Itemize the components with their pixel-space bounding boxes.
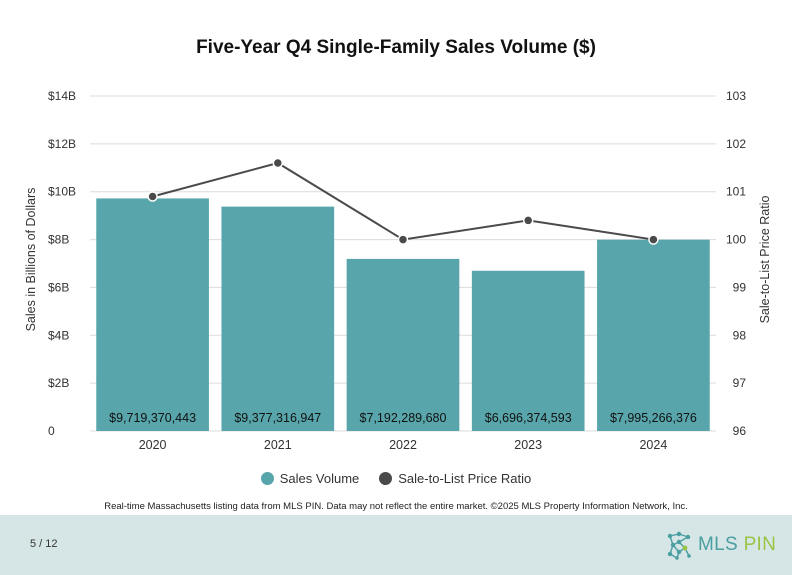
y2-tick-label: 100 bbox=[726, 233, 746, 247]
legend: Sales Volume Sale-to-List Price Ratio bbox=[0, 471, 792, 486]
ratio-point-2023[interactable] bbox=[522, 215, 534, 226]
y-tick-label: $10B bbox=[48, 185, 76, 199]
y-tick-label: $4B bbox=[48, 328, 69, 342]
y2-tick-label: 96 bbox=[733, 424, 747, 438]
bar-value-label: $9,377,316,947 bbox=[234, 411, 321, 425]
legend-label-sales-volume: Sales Volume bbox=[279, 471, 360, 486]
bar-2020[interactable] bbox=[96, 198, 209, 431]
ratio-point-2021[interactable] bbox=[272, 157, 284, 169]
y2-tick-label: 103 bbox=[726, 89, 746, 103]
footer-bar: 5 / 12 MLS PIN bbox=[0, 515, 792, 575]
axes: 0 $2B $4B $6B $8B $10B $12B $14B 96 97 98 99 100 101 1… bbox=[24, 89, 772, 452]
chart-title: Five-Year Q4 Single-Family Sales Volume … bbox=[196, 37, 596, 58]
legend-swatch-sales-volume bbox=[260, 472, 274, 485]
y2-tick-label: 98 bbox=[733, 328, 747, 342]
legend-swatch-ratio bbox=[379, 472, 393, 485]
logo-text-mls: MLS bbox=[698, 534, 738, 555]
y2-tick-label: 102 bbox=[726, 137, 746, 151]
ratio-line bbox=[147, 157, 659, 245]
ratio-point-2020[interactable] bbox=[147, 191, 158, 202]
y-tick-label: $6B bbox=[48, 280, 69, 294]
page-number: 5 / 12 bbox=[30, 538, 58, 550]
network-logo-icon bbox=[667, 531, 691, 560]
y2-tick-label: 99 bbox=[733, 280, 747, 294]
x-tick-label: 2021 bbox=[264, 438, 292, 452]
bar-value-label: $7,192,289,680 bbox=[360, 411, 447, 425]
y2-tick-label: 101 bbox=[726, 185, 746, 199]
y-tick-label: $8B bbox=[48, 233, 69, 247]
bar-value-label: $7,995,266,376 bbox=[610, 411, 697, 425]
footnote: Real-time Massachusetts listing data fro… bbox=[104, 501, 688, 512]
bar-2023[interactable] bbox=[471, 270, 585, 431]
x-tick-label: 2023 bbox=[514, 438, 542, 452]
y-tick-label: $12B bbox=[48, 137, 76, 151]
bar-value-label: $6,696,374,593 bbox=[485, 411, 572, 425]
y2-tick-label: 97 bbox=[733, 376, 747, 390]
ratio-point-2024[interactable] bbox=[648, 234, 659, 245]
x-tick-label: 2022 bbox=[389, 438, 417, 452]
y-tick-label: 0 bbox=[48, 424, 55, 438]
x-tick-label: 2020 bbox=[139, 438, 167, 452]
bar-value-label: $9,719,370,443 bbox=[109, 411, 196, 425]
y2-axis-label: Sale-to-List Price Ratio bbox=[758, 196, 772, 324]
y-tick-label: $2B bbox=[48, 376, 69, 390]
legend-label-ratio: Sale-to-List Price Ratio bbox=[398, 471, 532, 486]
logo-text: MLS PIN bbox=[698, 534, 776, 556]
bar-2022[interactable] bbox=[346, 258, 460, 431]
legend-item-sales-volume[interactable]: Sales Volume bbox=[260, 471, 360, 486]
data-labels: $9,719,370,443 $9,377,316,947 $7,192,289,6… bbox=[109, 411, 697, 425]
bar-2024[interactable] bbox=[597, 239, 710, 431]
y-axis-label: Sales in Billions of Dollars bbox=[24, 188, 38, 332]
legend-item-ratio[interactable]: Sale-to-List Price Ratio bbox=[379, 471, 531, 486]
x-tick-label: 2024 bbox=[639, 438, 667, 452]
bar-2021[interactable] bbox=[221, 206, 335, 431]
ratio-point-2022[interactable] bbox=[397, 234, 409, 245]
mls-pin-logo: MLS PIN bbox=[664, 530, 776, 560]
bars bbox=[96, 198, 710, 431]
y-tick-label: $14B bbox=[48, 89, 76, 103]
logo-text-pin: PIN bbox=[743, 534, 777, 555]
